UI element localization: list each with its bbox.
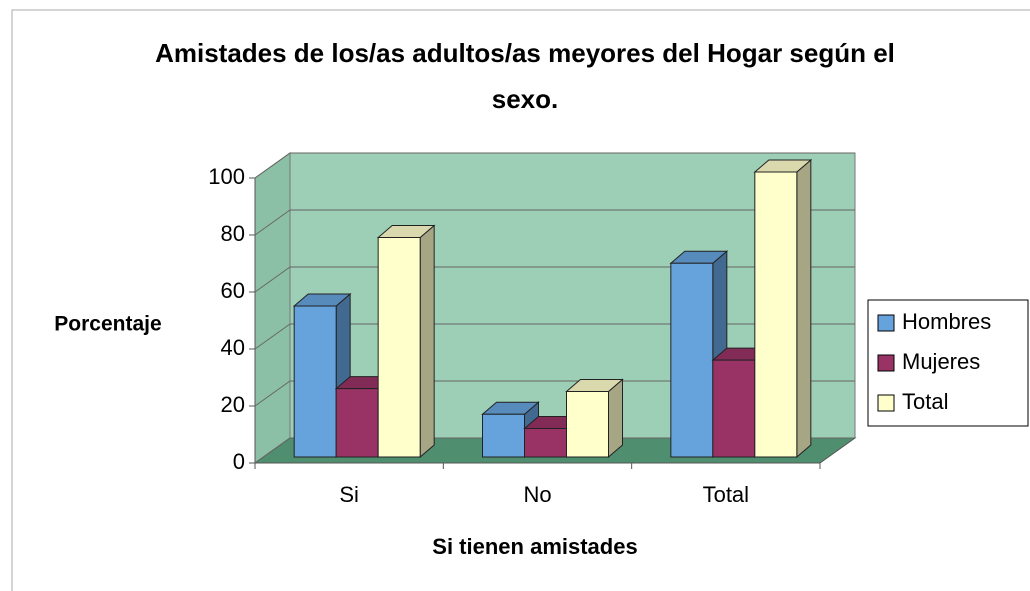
x-axis-title: Si tienen amistades	[432, 534, 637, 559]
bar-front	[293, 305, 337, 458]
bar-front	[482, 413, 525, 458]
bar-front	[377, 237, 421, 458]
x-tick-label: No	[523, 482, 551, 507]
legend-label: Mujeres	[902, 349, 980, 374]
y-tick-label: 0	[233, 449, 245, 474]
y-tick-label: 80	[221, 221, 245, 246]
bar	[565, 378, 624, 459]
legend-label: Total	[902, 389, 948, 414]
legend-label: Hombres	[902, 309, 991, 334]
legend-swatch	[877, 314, 895, 332]
grid-line	[254, 380, 291, 407]
bar-side	[608, 378, 623, 459]
bar-side	[796, 158, 812, 459]
chart-title: Amistades de los/as adultos/as meyores d…	[155, 38, 895, 114]
bar-front	[335, 388, 379, 458]
legend-box	[867, 299, 1029, 427]
y-axis-title: Porcentaje	[54, 313, 161, 336]
bar	[376, 224, 436, 459]
grid-line	[254, 323, 291, 350]
legend-swatch	[877, 394, 895, 412]
x-tick-label: Si	[339, 482, 359, 507]
bar-front	[712, 359, 756, 458]
side-wall	[254, 152, 291, 464]
bar-front	[754, 171, 798, 458]
x-tick-label: Total	[703, 482, 749, 507]
bar-front	[670, 262, 714, 458]
bar-front	[524, 428, 567, 458]
frame	[11, 9, 1030, 591]
y-tick-label: 100	[208, 164, 245, 189]
grid-line	[254, 437, 291, 464]
grid-line	[254, 209, 291, 236]
bar-front	[566, 390, 609, 458]
bar	[753, 158, 813, 459]
bar-side	[419, 224, 435, 459]
y-tick-label: 20	[221, 392, 245, 417]
y-tick-label: 40	[221, 335, 245, 360]
grid-line	[254, 152, 291, 179]
legend-swatch	[877, 354, 895, 372]
grid-line	[254, 266, 291, 293]
y-tick-label: 60	[221, 278, 245, 303]
